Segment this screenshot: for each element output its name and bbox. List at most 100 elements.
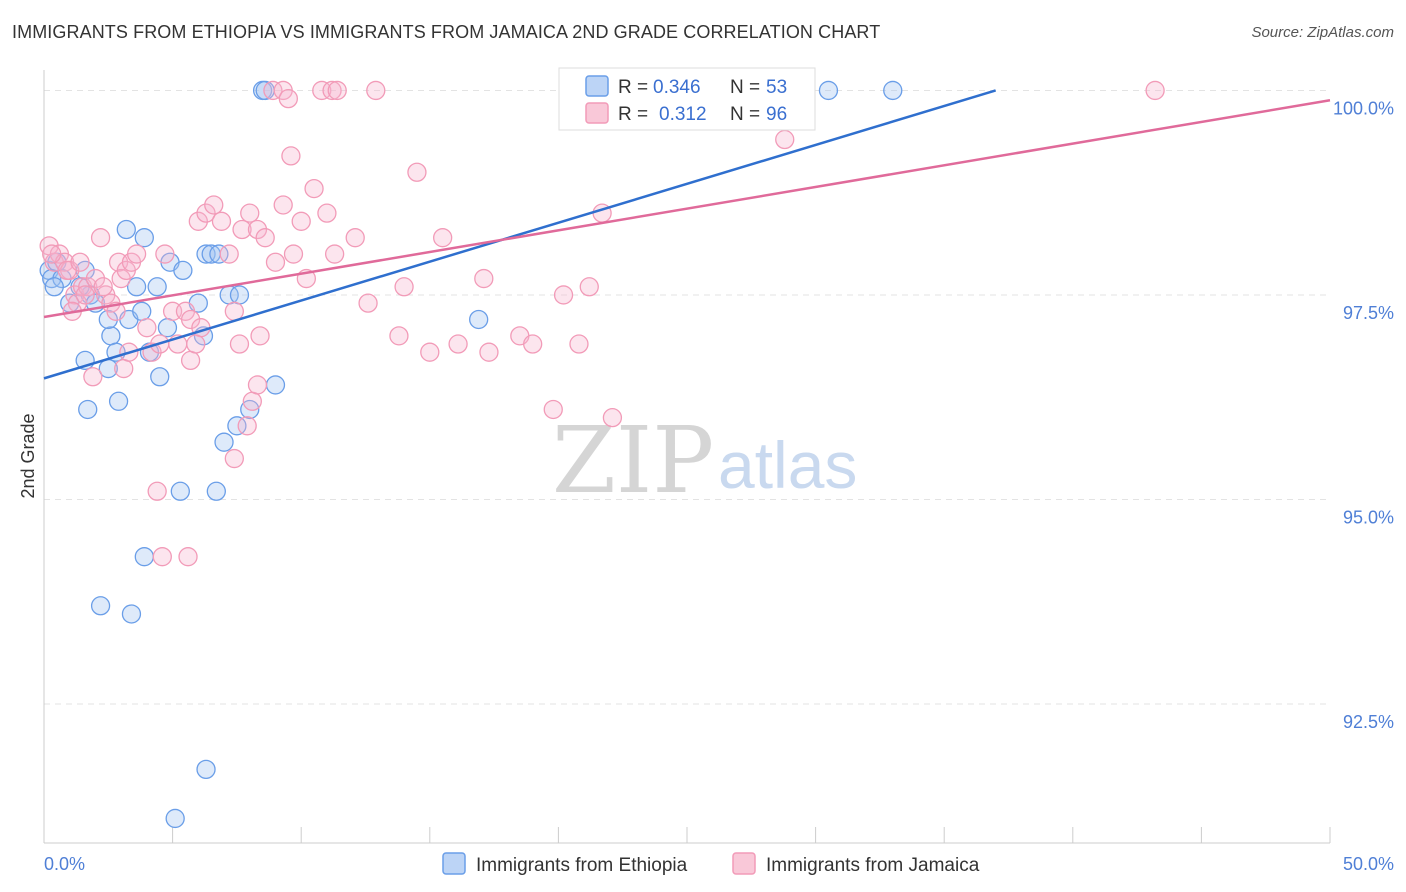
legend-r-value-jamaica: 0.312: [659, 104, 707, 125]
ethiopia-point: [173, 260, 193, 281]
ethiopia-point: [134, 547, 154, 567]
jamaica-point: [553, 285, 574, 305]
x-tick-marks: [43, 827, 1331, 843]
ethiopia-point: [206, 481, 226, 501]
bottom-legend-swatch-ethiopia: [442, 852, 466, 875]
jamaica-trend-line: [43, 99, 1331, 319]
jamaica-point: [137, 318, 157, 338]
jamaica-point: [433, 228, 453, 248]
jamaica-point: [242, 391, 262, 411]
jamaica-point: [42, 244, 62, 264]
jamaica-point: [358, 293, 378, 313]
legend-n-value-jamaica: 96: [766, 104, 787, 125]
jamaica-point: [281, 146, 301, 166]
jamaica-point: [114, 358, 134, 379]
y-tick-label: 97.5%: [1343, 303, 1394, 323]
jamaica-point: [543, 399, 563, 420]
ethiopia-point: [229, 285, 250, 305]
y-tick-label: 95.0%: [1343, 507, 1394, 527]
jamaica-point: [312, 80, 332, 101]
trend-lines: [43, 89, 1331, 380]
jamaica-point: [479, 342, 499, 362]
jamaica-point: [273, 195, 293, 215]
jamaica-point: [90, 228, 111, 248]
jamaica-point: [83, 367, 103, 387]
jamaica-point: [579, 277, 599, 297]
jamaica-point: [211, 211, 232, 231]
ethiopia-point: [126, 277, 147, 297]
jamaica-point: [278, 88, 298, 109]
ethiopia-point: [116, 219, 136, 240]
jamaica-point: [775, 129, 795, 150]
legend-n-label-jamaica: N =: [730, 104, 760, 125]
ethiopia-point: [98, 309, 118, 330]
ethiopia-point: [78, 399, 98, 420]
jamaica-point: [474, 268, 494, 289]
jamaica-point: [247, 375, 268, 395]
ethiopia-trend-line: [43, 89, 997, 380]
ethiopia-point: [101, 326, 121, 346]
jamaica-point: [304, 178, 324, 199]
watermark-zip: ZIP: [552, 407, 714, 514]
ethiopia-point: [150, 367, 170, 387]
jamaica-point: [394, 277, 414, 297]
jamaica-point: [523, 334, 543, 354]
jamaica-point: [448, 334, 468, 354]
bottom-legend-label-jamaica: Immigrants from Jamaica: [766, 855, 980, 876]
ethiopia-point: [883, 80, 903, 101]
jamaica-point: [93, 277, 113, 297]
legend-n-label-ethiopia: N =: [730, 77, 760, 98]
jamaica-point: [70, 252, 90, 272]
jamaica-point: [345, 228, 365, 248]
jamaica-point: [366, 80, 386, 101]
jamaica-point: [155, 244, 175, 264]
jamaica-point: [291, 211, 311, 231]
ethiopia-point: [108, 391, 129, 411]
jamaica-point: [407, 162, 427, 182]
ethiopia-point: [818, 80, 839, 101]
ethiopia-point: [170, 481, 190, 501]
series-legend: Immigrants from Ethiopia Immigrants from…: [442, 852, 980, 876]
jamaica-point: [263, 80, 283, 101]
correlation-legend: R = 0.346 N = 53 R = 0.312 N = 96: [558, 67, 816, 131]
jamaica-point: [147, 481, 167, 501]
jamaica-point: [569, 334, 589, 354]
ethiopia-point: [196, 759, 216, 780]
x-tick-label-min: 0.0%: [44, 854, 85, 874]
jamaica-point: [240, 203, 260, 223]
y-tick-label: 100.0%: [1333, 98, 1394, 118]
jamaica-point: [204, 195, 224, 215]
jamaica-point: [327, 80, 347, 101]
legend-r-label-jamaica: R =: [618, 104, 648, 125]
y-tick-labels: 100.0% 97.5% 95.0% 92.5%: [1333, 98, 1394, 731]
ethiopia-point: [227, 416, 247, 436]
jamaica-point: [237, 416, 257, 436]
jamaica-point: [180, 309, 201, 330]
legend-r-label-ethiopia: R =: [618, 77, 648, 98]
jamaica-point: [322, 80, 342, 101]
ethiopia-point: [134, 228, 154, 248]
watermark-atlas: atlas: [718, 428, 857, 502]
y-tick-label: 92.5%: [1343, 712, 1394, 732]
jamaica-point: [188, 211, 208, 231]
jamaica-point: [126, 244, 147, 264]
jamaica-point: [186, 334, 206, 354]
jamaica-point: [229, 334, 250, 354]
chart-source: Source: ZipAtlas.com: [1251, 24, 1394, 41]
jamaica-point: [389, 326, 409, 346]
jamaica-point: [219, 244, 239, 264]
jamaica-point: [265, 252, 286, 272]
y-axis-label: 2nd Grade: [18, 413, 38, 498]
ethiopia-point: [165, 808, 185, 829]
jamaica-point: [247, 219, 268, 240]
jamaica-point: [85, 268, 106, 289]
legend-swatch-ethiopia: [585, 75, 609, 97]
ethiopia-point: [214, 432, 234, 452]
jamaica-point: [602, 407, 623, 428]
jamaica-point: [178, 547, 198, 567]
jamaica-point: [75, 285, 95, 305]
gridlines: [44, 89, 1330, 705]
jamaica-point: [232, 219, 252, 240]
ethiopia-point: [469, 309, 489, 330]
jamaica-point: [420, 342, 440, 362]
